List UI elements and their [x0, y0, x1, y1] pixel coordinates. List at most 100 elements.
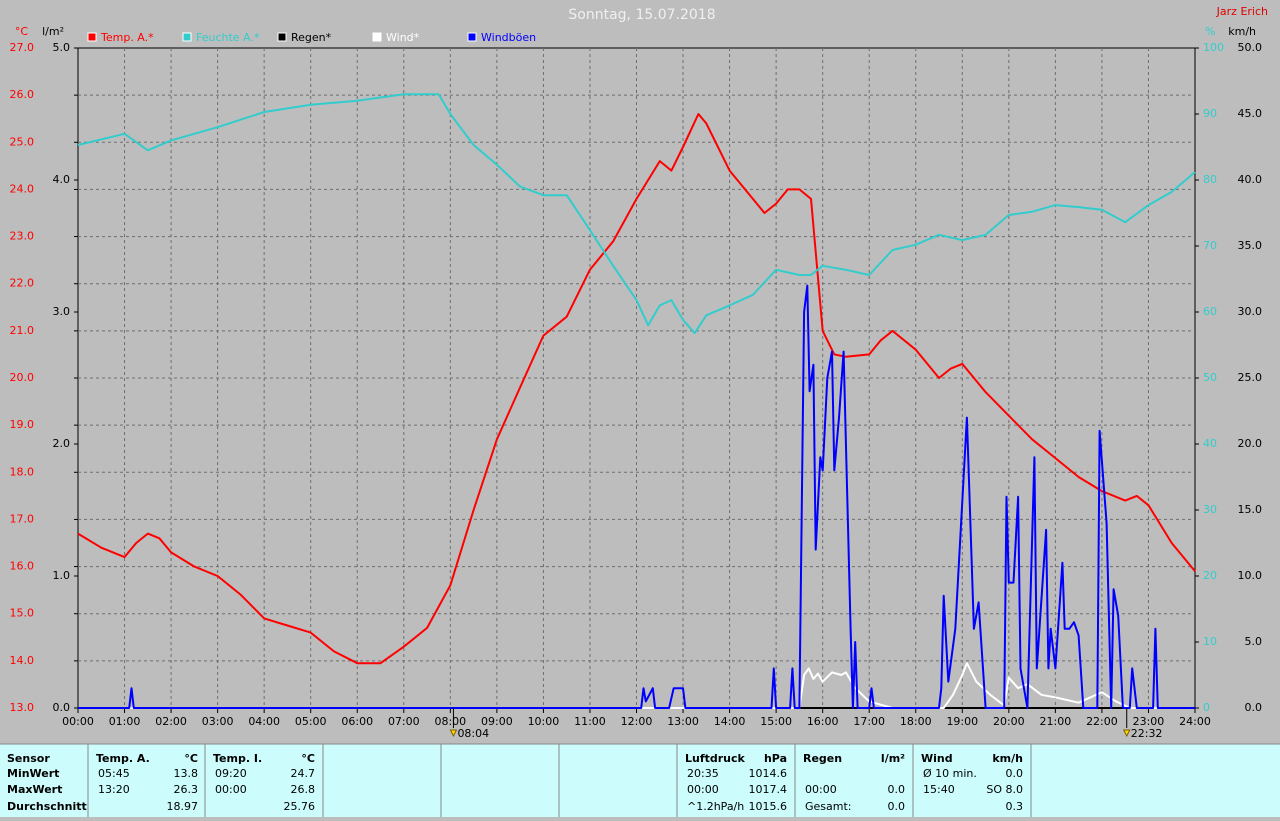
x-tick-label: 21:00 [1040, 715, 1072, 728]
x-tick-label: 08:00 [434, 715, 466, 728]
x-tick-label: 17:00 [853, 715, 885, 728]
table-cell: 25.76 [284, 800, 316, 813]
y-tick-label: 90 [1203, 107, 1217, 120]
x-tick-label: 13:00 [667, 715, 699, 728]
table-group-name: Temp. A. [96, 752, 150, 765]
table-cell: 13:20 [98, 783, 130, 796]
y-tick-label: 30 [1203, 503, 1217, 516]
y-tick-label: 20.0 [10, 371, 35, 384]
annotation-marker [1122, 729, 1131, 738]
series-line [77, 93, 1196, 335]
y-tick-label: 24.0 [10, 182, 35, 195]
table-row-header: Durchschnitt [7, 800, 87, 813]
legend-label: Regen* [291, 31, 332, 44]
table-cell: 1014.6 [749, 767, 788, 780]
x-tick-label: 11:00 [574, 715, 606, 728]
table-row-header: Sensor [7, 752, 50, 765]
x-tick-label: 20:00 [993, 715, 1025, 728]
x-tick-label: 23:00 [1133, 715, 1165, 728]
legend-swatch [372, 32, 382, 42]
legend-label: Feuchte A.* [196, 31, 260, 44]
table-cell: 00:00 [215, 783, 247, 796]
table-group-name: Luftdruck [685, 752, 746, 765]
x-tick-label: 05:00 [295, 715, 327, 728]
legend-swatch [277, 32, 287, 42]
y-tick-label: 35.0 [1238, 239, 1263, 252]
y-tick-label: 10.0 [1238, 569, 1263, 582]
x-tick-label: 06:00 [341, 715, 373, 728]
y-tick-label: 5.0 [1245, 635, 1263, 648]
x-tick-label: 24:00 [1179, 715, 1211, 728]
stats-table [0, 744, 1280, 817]
table-cell: 15:40 [923, 783, 955, 796]
axis-unit: °C [15, 25, 29, 38]
legend-label: Wind* [386, 31, 420, 44]
y-tick-label: 10 [1203, 635, 1217, 648]
legend-label: Windböen [481, 31, 536, 44]
x-tick-label: 16:00 [807, 715, 839, 728]
table-group-unit: l/m² [881, 752, 905, 765]
x-tick-label: 19:00 [946, 715, 978, 728]
table-cell: ^1.2hPa/h [687, 800, 744, 813]
table-group-unit: °C [184, 752, 198, 765]
y-tick-label: 15.0 [10, 607, 35, 620]
y-tick-label: 60 [1203, 305, 1217, 318]
x-tick-label: 12:00 [621, 715, 653, 728]
x-tick-label: 10:00 [528, 715, 560, 728]
y-tick-label: 17.0 [10, 512, 35, 525]
axis-unit: km/h [1228, 25, 1256, 38]
x-tick-label: 03:00 [202, 715, 234, 728]
y-tick-label: 45.0 [1238, 107, 1263, 120]
table-cell: 0.0 [1006, 767, 1024, 780]
series-line [78, 662, 1195, 709]
table-cell: 1015.6 [749, 800, 788, 813]
table-cell: 13.8 [174, 767, 199, 780]
y-tick-label: 22.0 [10, 277, 35, 290]
x-tick-label: 00:00 [62, 715, 94, 728]
table-cell: 24.7 [291, 767, 316, 780]
table-cell: Ø 10 min. [923, 767, 977, 780]
y-tick-label: 1.0 [53, 569, 71, 582]
table-cell: 05:45 [98, 767, 130, 780]
table-cell: 09:20 [215, 767, 247, 780]
y-tick-label: 100 [1203, 41, 1224, 54]
table-group-unit: hPa [764, 752, 787, 765]
legend-swatch [182, 32, 192, 42]
table-cell: 26.8 [291, 783, 316, 796]
y-tick-label: 14.0 [10, 654, 35, 667]
y-tick-label: 13.0 [10, 701, 35, 714]
table-cell: 0.3 [1006, 800, 1024, 813]
table-row-header: MaxWert [7, 783, 62, 796]
series-line [77, 113, 1196, 665]
x-tick-label: 09:00 [481, 715, 513, 728]
author: Jarz Erich [1216, 5, 1268, 18]
y-tick-label: 20.0 [1238, 437, 1263, 450]
annotation-label: 08:04 [457, 727, 489, 740]
x-tick-label: 07:00 [388, 715, 420, 728]
table-group-name: Wind [921, 752, 953, 765]
y-tick-label: 25.0 [1238, 371, 1263, 384]
y-tick-label: 0 [1203, 701, 1210, 714]
y-tick-label: 15.0 [1238, 503, 1263, 516]
table-cell: 20:35 [687, 767, 719, 780]
y-tick-label: 50.0 [1238, 41, 1263, 54]
x-tick-label: 22:00 [1086, 715, 1118, 728]
x-tick-label: 18:00 [900, 715, 932, 728]
y-tick-label: 25.0 [10, 135, 35, 148]
legend-swatch [87, 32, 97, 42]
table-cell: SO 8.0 [986, 783, 1023, 796]
table-cell: 00:00 [687, 783, 719, 796]
y-tick-label: 27.0 [10, 41, 35, 54]
y-tick-label: 2.0 [53, 437, 71, 450]
y-tick-label: 0.0 [1245, 701, 1263, 714]
y-tick-label: 80 [1203, 173, 1217, 186]
table-row-header: MinWert [7, 767, 59, 780]
table-cell: Gesamt: [805, 800, 852, 813]
y-tick-label: 0.0 [53, 701, 71, 714]
series-line [78, 284, 1195, 709]
table-cell: 00:00 [805, 783, 837, 796]
chart-title: Sonntag, 15.07.2018 [568, 7, 715, 23]
table-cell: 18.97 [167, 800, 199, 813]
